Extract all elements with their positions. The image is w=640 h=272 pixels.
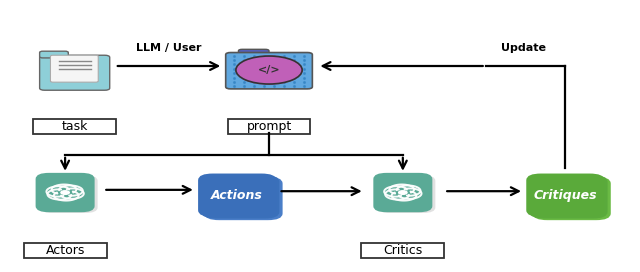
FancyBboxPatch shape: [40, 55, 109, 90]
FancyBboxPatch shape: [374, 174, 431, 211]
FancyBboxPatch shape: [199, 174, 275, 216]
FancyBboxPatch shape: [531, 176, 607, 218]
Text: Update: Update: [501, 42, 547, 52]
FancyBboxPatch shape: [202, 176, 278, 218]
FancyBboxPatch shape: [239, 49, 269, 55]
FancyBboxPatch shape: [40, 51, 68, 58]
Circle shape: [236, 56, 302, 84]
FancyBboxPatch shape: [534, 178, 610, 219]
FancyBboxPatch shape: [51, 55, 99, 82]
FancyBboxPatch shape: [33, 119, 116, 134]
FancyBboxPatch shape: [362, 243, 444, 258]
Text: LLM / User: LLM / User: [136, 42, 202, 52]
FancyBboxPatch shape: [36, 174, 94, 211]
Text: Critics: Critics: [383, 244, 422, 257]
Text: </>: </>: [258, 65, 280, 75]
Text: task: task: [61, 120, 88, 133]
FancyBboxPatch shape: [527, 174, 604, 216]
Text: Critiques: Critiques: [534, 189, 597, 202]
Text: Actions: Actions: [211, 189, 263, 202]
Circle shape: [399, 191, 407, 194]
Text: prompt: prompt: [246, 120, 292, 133]
FancyBboxPatch shape: [228, 119, 310, 134]
FancyBboxPatch shape: [205, 178, 282, 219]
FancyBboxPatch shape: [24, 243, 106, 258]
FancyBboxPatch shape: [378, 175, 435, 213]
Text: Actors: Actors: [45, 244, 84, 257]
FancyBboxPatch shape: [40, 175, 98, 213]
Circle shape: [61, 191, 69, 194]
FancyBboxPatch shape: [226, 52, 312, 89]
